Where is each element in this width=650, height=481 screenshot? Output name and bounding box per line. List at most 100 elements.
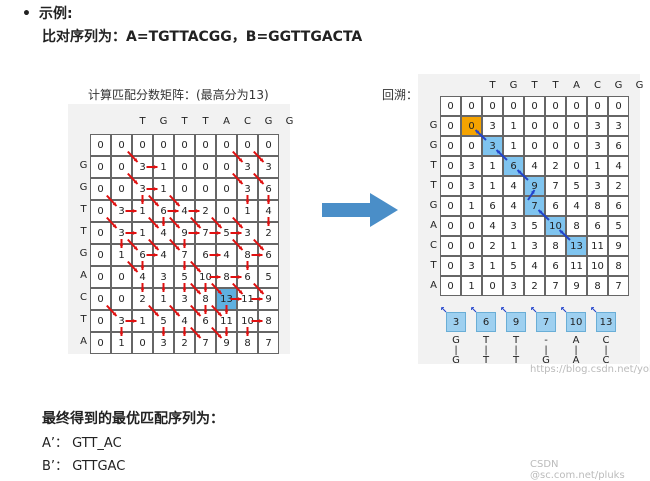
matrix-cell: 2 xyxy=(545,156,566,176)
traceback-arrow xyxy=(537,209,550,221)
matrix-cell: 4 xyxy=(503,196,524,216)
matrix-cell: 0 xyxy=(111,266,132,288)
col-label: T xyxy=(181,116,188,127)
diag-arrow xyxy=(148,194,160,207)
matrix-cell: 0 xyxy=(608,96,629,116)
traceback-arrow-icon: ↖ xyxy=(560,306,568,316)
matrix-cell: 0 xyxy=(153,134,174,156)
diag-arrow xyxy=(190,216,202,229)
col-label: G xyxy=(509,80,518,91)
up-arrow xyxy=(203,283,208,292)
traceback-value-box: 3 xyxy=(446,312,466,332)
matrix-cell: 6 xyxy=(608,196,629,216)
matrix-cell: 0 xyxy=(111,178,132,200)
matrix-cell: 3 xyxy=(461,256,482,276)
matrix-cell: 9 xyxy=(608,236,629,256)
diag-arrow xyxy=(211,326,223,339)
matrix-cell: 3 xyxy=(587,116,608,136)
matrix-cell: 8 xyxy=(608,256,629,276)
matrix-cell: 0 xyxy=(524,96,545,116)
matrix-cell: 3 xyxy=(608,116,629,136)
up-arrow xyxy=(161,283,166,292)
matrix-cell: 0 xyxy=(524,116,545,136)
diag-arrow xyxy=(169,238,181,251)
up-arrow xyxy=(245,261,250,270)
diag-arrow xyxy=(127,238,139,251)
left-arrow xyxy=(146,253,158,257)
matrix-cell: 0 xyxy=(237,134,258,156)
row-label: G xyxy=(429,200,438,211)
alignment-column: T | T xyxy=(506,336,526,366)
alignment-bottom-char: G xyxy=(542,355,550,366)
traceback-arrow-layer xyxy=(474,129,571,241)
row-label: T xyxy=(430,260,437,271)
alignment-top-char: - xyxy=(544,335,548,346)
right-arrow-icon xyxy=(322,193,398,227)
up-arrow xyxy=(245,195,250,204)
matrix-cell: 0 xyxy=(482,276,503,296)
sequences-subtitle: 比对序列为：A=TGTTACGG，B=GGTTGACTA xyxy=(42,29,363,45)
matrix-cell: 9 xyxy=(524,176,545,196)
alignment-top-char: C xyxy=(602,335,610,346)
col-label: T xyxy=(202,116,209,127)
diag-arrow xyxy=(232,238,244,251)
diag-arrow xyxy=(190,260,202,273)
matrix-cell: 0 xyxy=(566,116,587,136)
matrix-cell: 0 xyxy=(111,288,132,310)
alignment-connector: | xyxy=(544,345,548,356)
result-a-label: A’ xyxy=(42,436,56,451)
alignment-column: C | C xyxy=(596,336,616,366)
matrix-cell: 1 xyxy=(153,288,174,310)
diag-arrow xyxy=(253,282,265,295)
diag-arrow xyxy=(211,216,223,229)
left-arrow xyxy=(209,253,221,257)
row-label: G xyxy=(429,140,438,151)
alignment-bottom-char: C xyxy=(602,355,610,366)
diag-arrow xyxy=(148,304,160,317)
matrix-cell: 3 xyxy=(461,176,482,196)
matrix-cell: 0 xyxy=(195,178,216,200)
traceback-arrow xyxy=(516,169,529,181)
matrix-cell: 1 xyxy=(503,116,524,136)
matrix-cell: 4 xyxy=(524,256,545,276)
alignment-top-char: A xyxy=(572,335,580,346)
matrix-cell: 0 xyxy=(216,156,237,178)
matrix-cell: 7 xyxy=(608,276,629,296)
matrix-cell: 0 xyxy=(440,116,461,136)
diag-arrow xyxy=(190,326,202,339)
matrix-cell: 0 xyxy=(587,96,608,116)
matrix-cell: 0 xyxy=(90,310,111,332)
matrix-cell: 13 xyxy=(566,236,587,256)
diag-arrow xyxy=(169,194,181,207)
left-arrow xyxy=(125,319,137,323)
left-arrow xyxy=(188,231,200,235)
traceback-arrow-icon: ↖ xyxy=(530,306,538,316)
matrix-cell: 0 xyxy=(566,96,587,116)
matrix-cell: 0 xyxy=(195,134,216,156)
matrix-cell: 7 xyxy=(545,176,566,196)
traceback-arrow xyxy=(495,149,508,161)
alignment-column: G | G xyxy=(446,336,466,366)
matrix-cell: 0 xyxy=(440,256,461,276)
matrix-cell: 0 xyxy=(440,176,461,196)
diag-arrow xyxy=(253,150,265,163)
up-arrow xyxy=(182,283,187,292)
left-arrow xyxy=(188,209,200,213)
left-arrow xyxy=(251,319,263,323)
diag-arrow xyxy=(253,172,265,185)
result-a-value: ： GTT_AC xyxy=(55,436,122,451)
matrix-cell: 0 xyxy=(461,216,482,236)
row-label: T xyxy=(430,160,437,171)
matrix-cell: 0 xyxy=(174,178,195,200)
alignment-connector: | xyxy=(454,345,458,356)
up-arrow xyxy=(140,261,145,270)
matrix-cell: 8 xyxy=(545,236,566,256)
left-caption: 计算匹配分数矩阵：(最高分为13) xyxy=(88,88,269,102)
diag-arrow xyxy=(148,216,160,229)
matrix-cell: 1 xyxy=(503,136,524,156)
row-label: C xyxy=(80,292,87,303)
matrix-cell: 3 xyxy=(503,216,524,236)
matrix-cell: 0 xyxy=(566,136,587,156)
matrix-cell: 5 xyxy=(566,176,587,196)
left-arrow xyxy=(251,297,263,301)
